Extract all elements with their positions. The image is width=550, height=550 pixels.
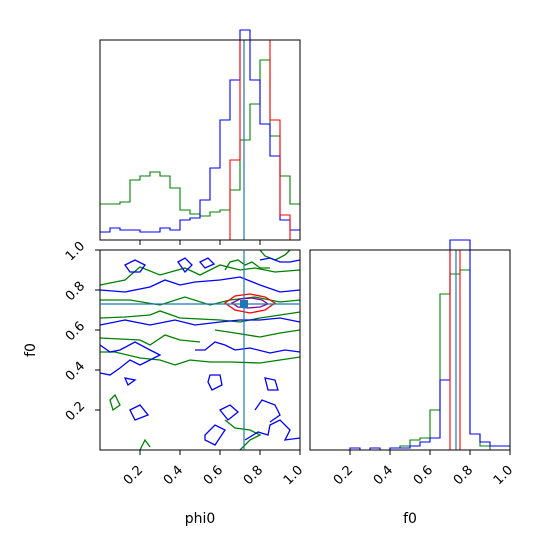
- f0-hist-red-series: [449, 250, 461, 450]
- f0-xtick-label: 1.0: [491, 463, 516, 488]
- phi0-xtick-label: 0.6: [201, 463, 226, 488]
- phi0-xtick-label: 0.4: [161, 463, 186, 488]
- phi0-f0-contour-frame: [99, 249, 301, 451]
- f0-ylabel: f0: [23, 343, 39, 357]
- f0-histogram-panel: 0.2 0.4 0.6 0.8 1.0: [309, 239, 516, 488]
- f0-xtick-label: 0.6: [411, 463, 436, 488]
- phi0-hist-blue-series: [100, 29, 300, 233]
- f0-xtick-label: 0.2: [331, 463, 356, 488]
- phi0-histogram-panel: [99, 29, 301, 245]
- f0-ytick-label: 0.2: [63, 399, 88, 424]
- red-contour: [223, 293, 277, 314]
- f0-hist-blue-series: [310, 239, 510, 451]
- blue-contours: [100, 257, 300, 446]
- phi0-hist-red-series: [229, 40, 291, 240]
- f0-ytick-label: 0.4: [63, 359, 88, 384]
- f0-ytick-label: 1.0: [63, 239, 88, 264]
- phi0-xtick-label: 0.2: [121, 463, 146, 488]
- f0-ytick-label: 0.8: [63, 279, 88, 304]
- truth-point: [240, 300, 248, 308]
- f0-histogram-frame: [309, 249, 511, 451]
- phi0-xtick-label: 1.0: [281, 463, 306, 488]
- phi0-histogram-frame: [99, 39, 301, 241]
- truth-marker: [100, 250, 300, 450]
- f0-hist-green-series: [310, 269, 510, 451]
- f0-xtick-label: 0.4: [371, 463, 396, 488]
- f0-xtick-label: 0.8: [451, 463, 476, 488]
- phi0-xtick-label: 0.8: [241, 463, 266, 488]
- f0-ytick-label: 0.6: [63, 319, 88, 344]
- f0-xlabel: f0: [403, 511, 417, 527]
- phi0-f0-contour-panel: 0.2 0.4 0.6 0.8 1.0 0.2 0.4 0.6 0.8 1.0: [63, 239, 306, 488]
- green-contours: [100, 250, 300, 450]
- phi0-xlabel: phi0: [185, 511, 216, 527]
